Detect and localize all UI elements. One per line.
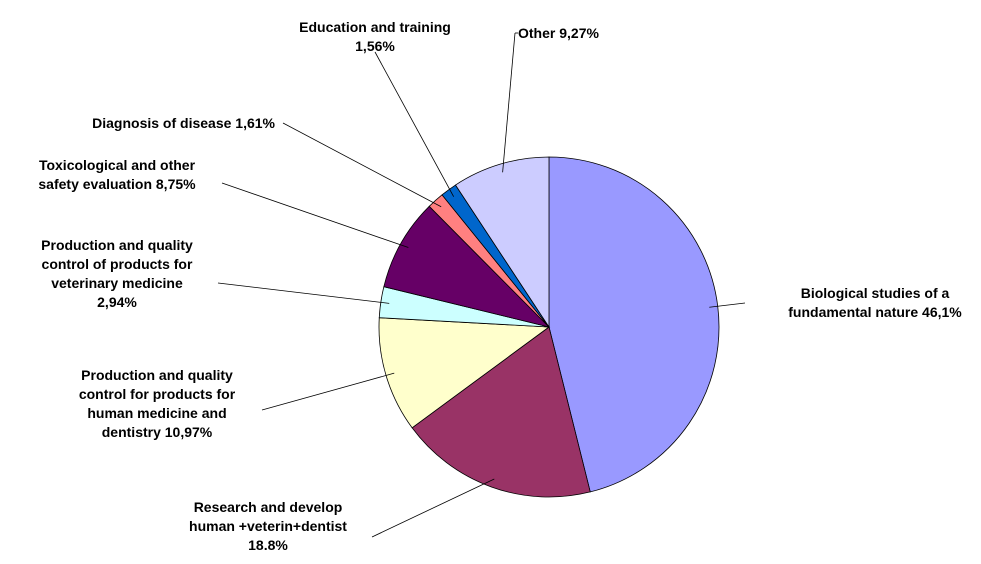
slice-label: Other 9,27% xyxy=(518,24,599,43)
leader-line xyxy=(282,122,442,208)
leader-line xyxy=(371,478,495,538)
category-name: Diagnosis of disease xyxy=(92,115,232,131)
slice-label: Biological studies of a fundamental natu… xyxy=(725,284,981,322)
slice-label: Diagnosis of disease 1,61% xyxy=(92,114,275,133)
value-label: 1,61% xyxy=(235,115,275,131)
leader-line xyxy=(709,302,746,308)
category-name: Production and quality control for produ… xyxy=(78,367,236,440)
leader-line xyxy=(217,282,390,304)
category-name: Other xyxy=(518,25,556,41)
leader-line xyxy=(261,372,395,411)
leader-line xyxy=(502,32,516,173)
value-label: 18.8% xyxy=(248,537,288,553)
category-name: Education and training xyxy=(299,19,451,35)
value-label: 9,27% xyxy=(559,25,599,41)
value-label: 1,56% xyxy=(355,38,395,54)
category-name: Toxicological and other safety evaluatio… xyxy=(38,157,196,192)
leader-line xyxy=(221,182,409,248)
value-label: 10,97% xyxy=(164,424,213,440)
leader-line xyxy=(374,51,455,197)
category-name: Biological studies of a fundamental natu… xyxy=(788,285,950,320)
value-label: 8,75% xyxy=(155,176,196,192)
pie-slice xyxy=(383,205,551,328)
value-label: 2,94% xyxy=(97,294,137,310)
slice-label: Research and develop human +veterin+dent… xyxy=(118,498,418,555)
pie-slice xyxy=(454,156,550,329)
slice-label: Education and training 1,56% xyxy=(225,18,525,56)
value-label: 46,1% xyxy=(922,304,962,320)
pie-slice xyxy=(411,326,591,498)
slice-label: Toxicological and other safety evaluatio… xyxy=(0,156,267,194)
category-name: Production and quality control of produc… xyxy=(41,237,193,291)
category-name: Research and develop human +veterin+dent… xyxy=(189,499,347,534)
slice-label: Production and quality control of produc… xyxy=(0,236,267,312)
slice-label: Production and quality control for produ… xyxy=(7,366,307,442)
